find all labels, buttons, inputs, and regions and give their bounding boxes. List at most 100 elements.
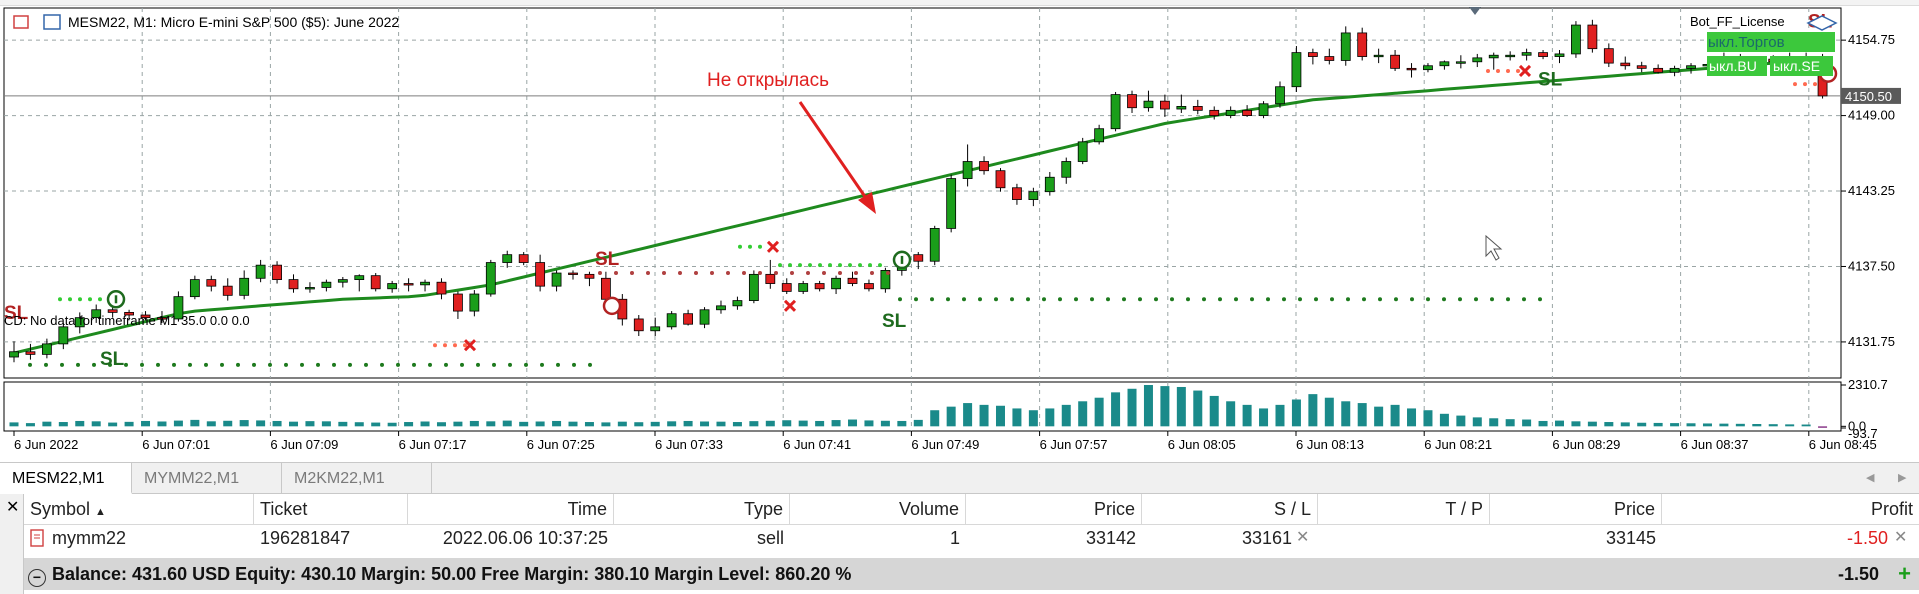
row-current-price: 33145 [1605,528,1656,548]
shift-marker-icon[interactable] [1469,7,1481,15]
candle-body [847,277,858,284]
indicator-bar [486,421,496,427]
sl-level-dot [930,297,934,302]
tab-mymm22[interactable]: MYMM22,M1 [132,463,282,494]
col-header-volume[interactable]: Volume [790,494,966,524]
indicator-bar [1028,410,1038,427]
tab-m2km22[interactable]: M2KM22,M1 [282,463,432,494]
indicator-bar [173,420,183,427]
indicator-bar [798,420,808,427]
tabs-scroll-right-icon[interactable]: ▶ [1898,472,1907,484]
indicator-bar [256,420,266,427]
indicator-bar [1275,404,1285,427]
candle-body [140,314,151,319]
terminal-close-button[interactable]: ✕ [0,494,24,594]
col-header-profit[interactable]: Profit [1870,499,1913,519]
candle-body [222,285,233,296]
candle-body [683,313,693,325]
sl-level-dot [1138,297,1142,302]
sl-level-dot [1410,297,1414,302]
candle-body [272,264,282,280]
indicator-bar [1143,385,1153,427]
account-summary-bar: − Balance: 431.60 USD Equity: 430.10 Marg… [24,558,1919,590]
col-header-current-price[interactable]: Price [1490,494,1662,524]
entry-dot-red [1496,68,1500,73]
candle-body [1472,57,1483,63]
col-header-type[interactable]: Type [614,494,790,524]
level-dot-red [678,271,682,276]
row-volume: 1 [949,528,960,548]
candle-body [633,318,644,332]
candle-body [107,309,118,313]
indicator-bar [584,422,594,427]
level-dot-red [614,271,618,276]
candle-body [666,313,677,328]
candle-body [1603,48,1614,64]
col-header-price[interactable]: Price [966,494,1142,524]
remove-sl-icon[interactable]: ✕ [1296,529,1310,546]
indicator-bar [782,420,792,427]
tab-mesm22[interactable]: MESM22,M1 [0,463,132,494]
indicator-bar [1407,408,1417,427]
col-header-tp[interactable]: T / P [1318,494,1490,524]
col-header-sl[interactable]: S / L [1142,494,1318,524]
chart-window-icon[interactable] [43,14,61,30]
collapse-icon[interactable]: − [28,569,46,587]
panel-button-trade[interactable] [1707,32,1835,52]
time-axis-label: 6 Jun 08:05 [1168,437,1236,452]
chart-menu-icon[interactable] [13,15,29,29]
sl-level-dot [1282,297,1286,302]
price-chart[interactable]: 6 Jun 2022 6 Jun 07:01 6 Jun 07:09 6 Jun 07… [0,6,1919,462]
window-top-strip [0,0,1919,6]
level-dot-red [694,271,698,276]
panel-button-bu[interactable] [1707,56,1767,76]
sl-level-dot [1474,297,1478,302]
sl-level-dot [556,362,560,367]
row-open-price: 33142 [1085,528,1136,548]
indicator-bar [634,422,644,427]
indicator-bar [1094,397,1104,427]
entry-dot [858,263,862,268]
level-dot-red [886,271,890,276]
indicator-bar [157,421,167,427]
candle-body [814,283,825,290]
time-axis-label: 6 Jun 2022 [14,437,78,452]
close-x-marker [783,299,797,312]
entry-dot [848,263,852,268]
indicator-bar [913,419,923,427]
indicator-bar [1604,422,1614,427]
col-header-time[interactable]: Time [408,494,614,524]
candle-body [453,293,463,312]
indicator-bar [1554,420,1564,427]
add-icon[interactable]: + [1898,561,1911,586]
row-time: 2022.06.06 10:37:25 [442,528,608,548]
candle-body [1686,65,1696,69]
sl-level-dot [1074,297,1078,302]
indicator-bar [469,420,479,427]
close-position-icon[interactable]: ✕ [1894,529,1908,546]
panel-button-se[interactable] [1770,56,1833,76]
sl-level-dot [1042,297,1046,302]
candle-body [1439,61,1450,67]
candle-body [535,262,546,287]
sl-level-dot [572,362,576,367]
candle-body [765,273,776,284]
indicator-bar [700,421,710,427]
indicator-bar [1702,423,1712,427]
row-profit: -1.50 [1846,528,1888,548]
sl-level-dot [60,362,64,367]
sl-level-dot [1298,297,1302,302]
tabs-scroll-left-icon[interactable]: ◀ [1866,472,1875,484]
indicator-bar [815,420,825,427]
col-header-ticket[interactable]: Ticket [254,494,408,524]
indicator-bar [1259,408,1269,427]
sl-label: SL [882,311,907,332]
indicator-bar [650,421,660,427]
candle-body [798,283,809,292]
indicator-bar [1505,419,1515,427]
col-header-symbol[interactable]: Symbol ▲ [24,494,254,524]
chart-title: MESM22, M1: Micro E-mini S&P 500 ($5): J… [68,14,399,30]
graduation-cap-icon[interactable] [1806,15,1838,31]
candle-body [518,254,529,263]
sl-level-dot [1346,297,1350,302]
